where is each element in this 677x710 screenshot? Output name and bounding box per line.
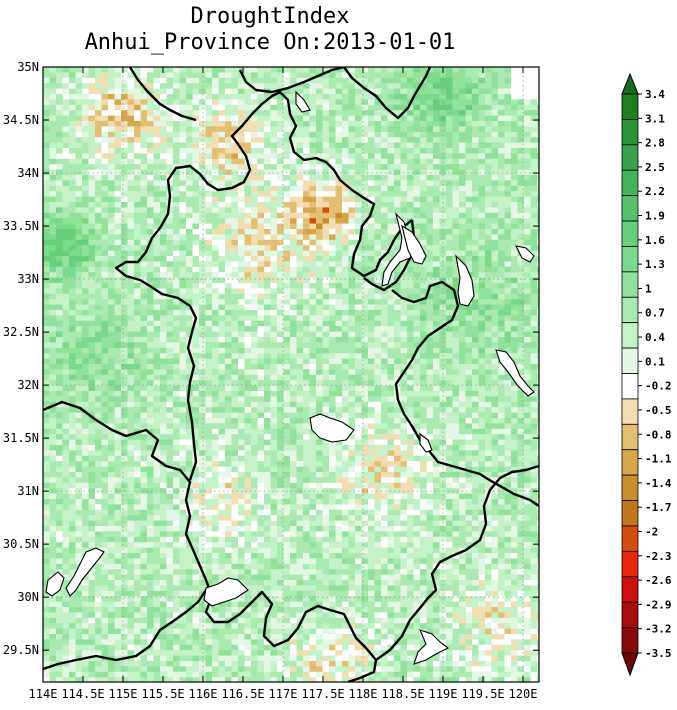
lon-tick-label: 115.5E xyxy=(141,687,184,701)
colorbar-level-label: 1.9 xyxy=(645,210,665,223)
colorbar-level-label: -1.1 xyxy=(645,453,672,466)
map-title: DroughtIndex xyxy=(190,4,350,29)
map-subtitle: Anhui_Province On:2013-01-01 xyxy=(84,30,456,55)
colorbar-labels: 3.4 3.1 2.8 2.5 2.2 1.9 1.6 1.3 1 0.7 0.4 0.1 -0.2 -0… xyxy=(638,88,672,660)
map-frame xyxy=(42,66,540,683)
lat-tick-label: 32N xyxy=(17,378,39,392)
lon-tick-label: 116.5E xyxy=(221,687,264,701)
colorbar-level-label: 1 xyxy=(645,282,652,295)
lon-tick-label: 119.5E xyxy=(461,687,504,701)
lon-tick-label: 118E xyxy=(349,687,378,701)
lat-tick-label: 30.5N xyxy=(3,537,39,551)
colorbar-swatch xyxy=(621,322,639,349)
colorbar-level-label: 0.7 xyxy=(645,307,665,320)
colorbar-swatch xyxy=(621,601,639,628)
lon-tick-label: 119E xyxy=(429,687,458,701)
colorbar-swatch xyxy=(621,347,639,374)
lon-tick-label: 120E xyxy=(509,687,538,701)
lat-tick-label: 34.5N xyxy=(3,113,39,127)
colorbar-level-label: 2.2 xyxy=(645,185,665,198)
colorbar-swatch xyxy=(621,474,639,501)
axis-ticks xyxy=(42,66,539,682)
lat-tick-label: 34N xyxy=(17,166,39,180)
colorbar-swatch xyxy=(621,246,639,273)
colorbar-level-label: 2.5 xyxy=(645,161,665,174)
colorbar-level-label: 2.8 xyxy=(645,137,665,150)
lakes-and-rivers xyxy=(45,90,535,665)
colorbar-level-label: -2.9 xyxy=(645,598,672,611)
colorbar-level-label: 3.4 xyxy=(645,88,665,101)
lon-tick-label: 116E xyxy=(189,687,218,701)
colorbar-level-label: -3.2 xyxy=(645,623,672,636)
colorbar-swatch xyxy=(621,119,639,146)
colorbar-level-label: 1.6 xyxy=(645,234,665,247)
lat-tick-label: 30N xyxy=(17,590,39,604)
lat-tick-label: 31N xyxy=(17,484,39,498)
colorbar-swatch xyxy=(621,525,639,552)
colorbar-swatch xyxy=(621,271,639,298)
lat-tick-label: 33.5N xyxy=(3,219,39,233)
lon-tick-label: 118.5E xyxy=(381,687,424,701)
latitude-labels: 35N 34.5N 34N 33.5N 33N 32.5N 32N 31.5N 31N 30.5N… xyxy=(3,60,39,657)
colorbar-level-label: 0.1 xyxy=(645,355,665,368)
colorbar-swatch xyxy=(621,169,639,197)
colorbar-level-label: -0.2 xyxy=(645,380,672,393)
colorbar-swatch xyxy=(621,500,639,527)
colorbar-level-label: -1.4 xyxy=(645,477,672,490)
lon-tick-label: 114.5E xyxy=(61,687,104,701)
colorbar-swatch xyxy=(621,93,639,120)
lon-tick-label: 117E xyxy=(269,687,298,701)
lat-tick-label: 33N xyxy=(17,272,39,286)
colorbar-bottom-arrow xyxy=(621,652,639,677)
colorbar-swatch xyxy=(621,195,639,222)
colorbar-swatch xyxy=(621,423,639,451)
colorbar-level-label: -2 xyxy=(645,525,658,538)
lat-tick-label: 31.5N xyxy=(3,431,39,445)
colorbar-swatch xyxy=(621,550,639,578)
colorbar-level-label: -0.5 xyxy=(645,404,672,417)
colorbar-swatch xyxy=(621,627,639,654)
lon-tick-label: 117.5E xyxy=(301,687,344,701)
lon-tick-label: 115E xyxy=(109,687,138,701)
lon-tick-label: 114E xyxy=(29,687,58,701)
colorbar-level-label: -2.6 xyxy=(645,574,672,587)
colorbar-level-label: 1.3 xyxy=(645,258,665,271)
colorbar-level-label: -3.5 xyxy=(645,647,672,660)
colorbar-swatch xyxy=(621,144,639,171)
colorbar-level-label: -0.8 xyxy=(645,428,672,441)
colorbar-swatch xyxy=(621,449,639,476)
lat-tick-label: 29.5N xyxy=(3,643,39,657)
lat-tick-label: 35N xyxy=(17,60,39,74)
colorbar-level-label: -2.3 xyxy=(645,550,672,563)
colorbar-swatch xyxy=(621,373,639,400)
lat-tick-label: 32.5N xyxy=(3,325,39,339)
colorbar-swatch xyxy=(621,576,639,603)
longitude-labels: 114E 114.5E 115E 115.5E 116E 116.5E 117E 117.5E… xyxy=(29,687,538,701)
map-gridlines xyxy=(43,67,539,682)
colorbar-swatch xyxy=(621,296,639,324)
colorbar-level-label: -1.7 xyxy=(645,501,672,514)
colorbar-top-arrow xyxy=(621,72,639,95)
colorbar-level-label: 0.4 xyxy=(645,331,665,344)
colorbar-swatches xyxy=(621,72,639,677)
colorbar-level-label: 3.1 xyxy=(645,112,665,125)
drought-index-grid xyxy=(43,67,539,682)
colorbar-swatch xyxy=(621,398,639,425)
colorbar-swatch xyxy=(621,220,639,247)
